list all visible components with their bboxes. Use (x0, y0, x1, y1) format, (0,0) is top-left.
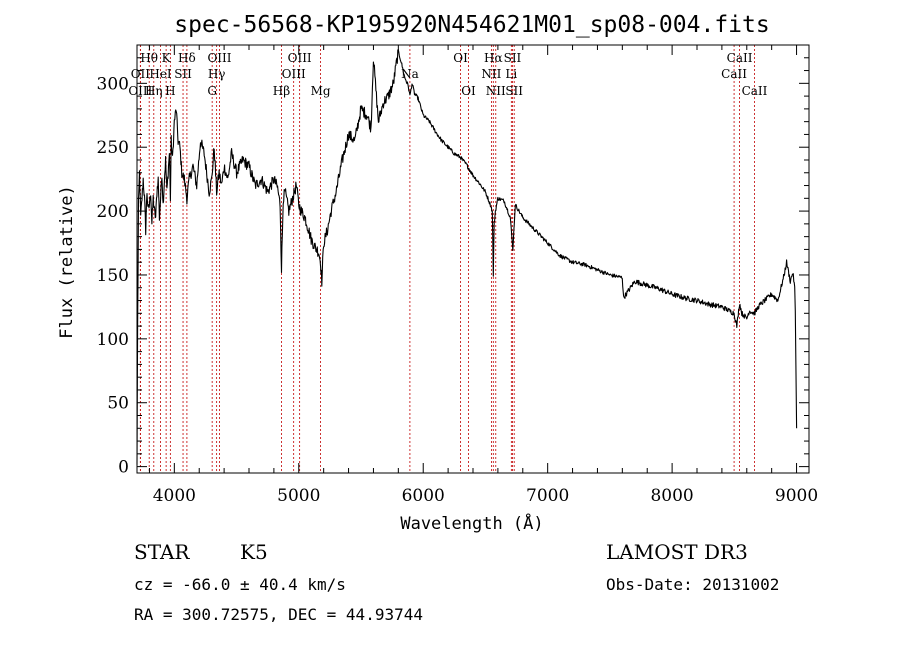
spectral-line-label: K (162, 51, 172, 65)
spectral-line-label: Hγ (208, 67, 226, 81)
y-tick-label: 200 (97, 202, 129, 222)
x-axis-label: Wavelength (Å) (400, 512, 543, 534)
spectral-line-label: Mg (311, 84, 331, 98)
spectral-line-label: SII (504, 51, 522, 65)
survey-name: LAMOST DR3 (606, 540, 748, 564)
axis-ticks: 4000 5000 6000 7000 8000 9000 0 50 100 150 200 250 3… (97, 44, 818, 506)
x-tick-label: 5000 (277, 486, 320, 506)
spectral-line-label: HeI (149, 67, 172, 81)
spectral-line-label: SII (505, 84, 523, 98)
x-tick-label: 9000 (775, 486, 818, 506)
y-tick-label: 300 (97, 74, 129, 94)
spectral-line-label: Hβ (273, 84, 290, 98)
y-tick-label: 150 (97, 266, 129, 286)
plot-frame (136, 44, 810, 474)
spectral-line-label: OIII (288, 51, 312, 65)
y-tick-label: 250 (97, 138, 129, 158)
y-axis-label: Flux (relative) (57, 185, 77, 339)
spectral-line-label: OIII (207, 51, 231, 65)
x-tick-label: 4000 (153, 486, 196, 506)
y-tick-label: 0 (118, 458, 129, 478)
spectral-line-label: NII (486, 84, 506, 98)
y-tick-label: 100 (97, 330, 129, 350)
chart-title: spec-56568-KP195920N454621M01_sp08-004.f… (174, 12, 769, 38)
spectral-line-markers (139, 45, 755, 473)
spectrum-series-line (136, 48, 798, 465)
x-tick-label: 7000 (526, 486, 569, 506)
spectral-line-label: OII (131, 67, 151, 81)
spectral-line-label: OI (461, 84, 476, 98)
spectral-line-label: Na (401, 67, 419, 81)
spectral-line-label: OIII (128, 84, 152, 98)
spectral-line-label: OI (453, 51, 468, 65)
spectral-line-label: Hα (484, 51, 503, 65)
spectral-line-label: SII (174, 67, 192, 81)
object-subclass: K5 (240, 540, 268, 564)
x-tick-label: 8000 (650, 486, 693, 506)
spectral-line-label: CaII (721, 67, 747, 81)
x-tick-label: 6000 (402, 486, 445, 506)
coordinates: RA = 300.72575, DEC = 44.93744 (134, 605, 423, 624)
redshift-cz: cz = -66.0 ± 40.4 km/s (134, 575, 346, 594)
spectral-line-label: OIII (282, 67, 306, 81)
spectral-line-label: G (207, 84, 217, 98)
spectral-line-label: Hδ (178, 51, 196, 65)
spectral-line-label: Hη (145, 84, 163, 98)
spectral-line-label: Li (505, 67, 517, 81)
y-tick-label: 50 (107, 394, 129, 414)
spectral-line-labels: Hθ OII OIII K HeI Hη Hδ SII H OIII Hγ G OIII OIII Hβ Mg… (128, 51, 767, 98)
spectral-line-label: NII (481, 67, 501, 81)
spectral-line-label: H (165, 84, 175, 98)
observation-date: Obs-Date: 20131002 (606, 575, 780, 594)
spectral-line-label: CaII (742, 84, 768, 98)
object-class: STAR (134, 540, 190, 564)
spectral-line-label: CaII (727, 51, 753, 65)
spectral-line-label: Hθ (140, 51, 158, 65)
